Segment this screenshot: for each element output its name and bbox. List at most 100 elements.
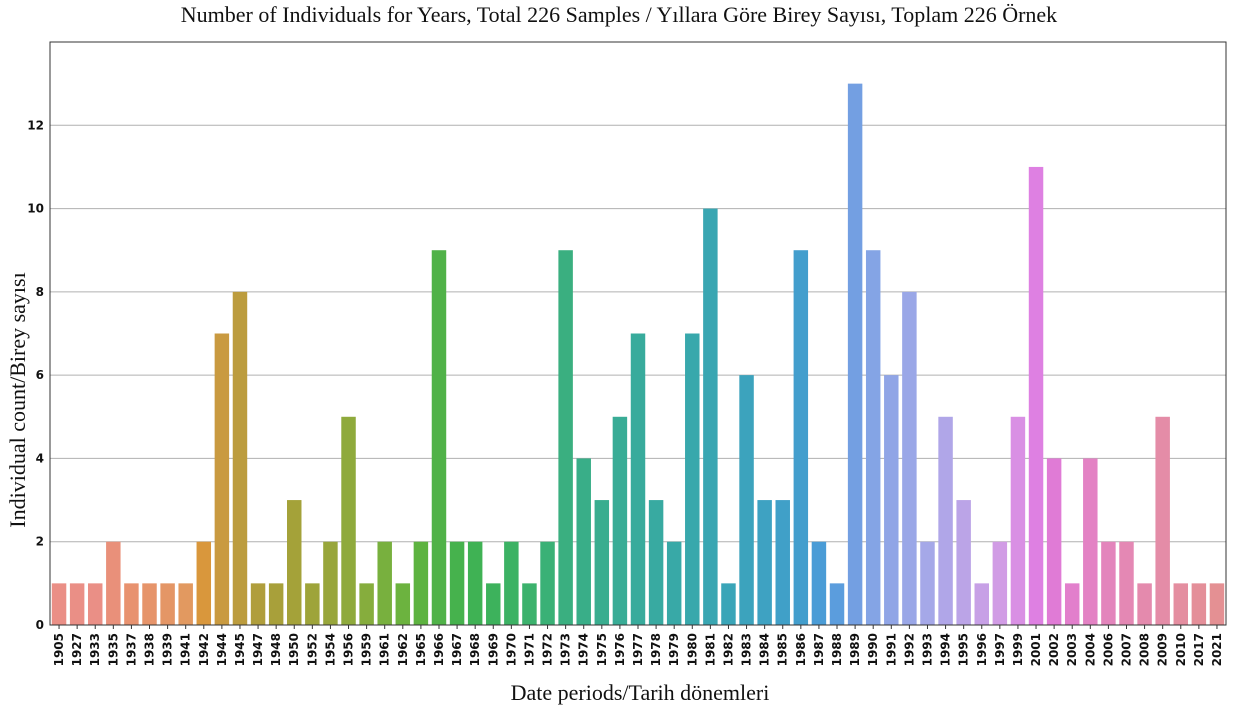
- bar-1982: [721, 583, 736, 625]
- bar-1905: [51, 583, 67, 625]
- bar-1983: [739, 375, 754, 625]
- y-tick-label: 8: [36, 285, 44, 299]
- x-tick-label: 1927: [70, 633, 84, 666]
- bar-1947: [250, 583, 266, 625]
- x-tick-label: 1994: [939, 633, 953, 666]
- x-tick-label: 2021: [1210, 633, 1224, 666]
- x-tick-label: 1952: [305, 633, 319, 666]
- bar-1988: [829, 583, 845, 625]
- x-tick-label: 2003: [1065, 633, 1079, 666]
- x-tick-label: 1979: [667, 633, 681, 666]
- x-tick-label: 1987: [812, 633, 826, 666]
- bar-2004: [1083, 458, 1098, 625]
- x-tick-label: 2017: [1192, 633, 1206, 666]
- x-tick-label: 2006: [1101, 633, 1115, 666]
- bar-2007: [1119, 541, 1134, 625]
- x-tick-label: 1937: [124, 633, 138, 666]
- x-tick-label: 1962: [396, 633, 410, 666]
- x-tick-label: 1947: [251, 633, 265, 666]
- bar-1985: [775, 500, 790, 625]
- bar-1942: [196, 541, 212, 625]
- x-tick-label: 1965: [414, 633, 428, 666]
- bar-1973: [558, 250, 573, 625]
- x-tick-label: 1982: [721, 633, 735, 666]
- bar-2003: [1064, 583, 1080, 625]
- bar-1959: [359, 583, 374, 625]
- bar-2008: [1137, 583, 1152, 625]
- x-tick-label: 2010: [1174, 633, 1188, 666]
- bar-1972: [540, 541, 555, 625]
- y-tick-label: 10: [27, 202, 44, 216]
- x-tick-label: 1991: [884, 633, 898, 666]
- x-tick-label: 1975: [595, 633, 609, 666]
- x-tick-label: 1973: [559, 633, 573, 666]
- x-tick-label: 1988: [830, 633, 844, 666]
- x-tick-label: 1967: [450, 633, 464, 666]
- bar-1952: [305, 583, 320, 625]
- x-tick-label: 1974: [577, 633, 591, 666]
- x-tick-label: 1990: [866, 633, 880, 666]
- x-tick-label: 1942: [197, 633, 211, 666]
- x-tick-label: 1983: [740, 633, 754, 666]
- bar-2017: [1191, 583, 1207, 625]
- x-tick-label: 2004: [1083, 633, 1097, 666]
- chart-title: Number of Individuals for Years, Total 2…: [180, 2, 1058, 27]
- bar-1977: [630, 333, 646, 625]
- bar-1941: [178, 583, 193, 625]
- bar-1945: [232, 291, 248, 625]
- x-tick-label: 1976: [613, 633, 627, 666]
- bar-1966: [431, 250, 447, 625]
- x-tick-label: 1978: [649, 633, 663, 666]
- x-tick-label: 1999: [1011, 633, 1025, 666]
- bar-1933: [87, 583, 103, 625]
- y-ticks: 0 2 4 6 8 10 12: [27, 118, 44, 632]
- x-tick-label: 1997: [993, 633, 1007, 666]
- bar-1962: [395, 583, 411, 625]
- bar-1995: [956, 500, 971, 625]
- bar-1979: [666, 541, 682, 625]
- bar-1978: [648, 500, 664, 625]
- bar-1999: [1010, 416, 1026, 625]
- x-tick-label: 1944: [215, 633, 229, 666]
- bar-1971: [522, 583, 537, 625]
- bar-1994: [938, 416, 953, 625]
- x-tick-label: 1977: [631, 633, 645, 666]
- bar-1986: [793, 250, 809, 625]
- bar-1954: [323, 541, 338, 625]
- x-tick-label: 1956: [342, 633, 356, 666]
- bar-1974: [576, 458, 591, 625]
- x-tick-label: 2002: [1047, 633, 1061, 666]
- x-tick-label: 2008: [1138, 633, 1152, 666]
- x-tick-label: 1941: [179, 633, 193, 666]
- bar-1950: [287, 500, 302, 625]
- bar-2002: [1046, 458, 1062, 625]
- bar-2006: [1101, 541, 1116, 625]
- bar-1975: [594, 500, 610, 625]
- bar-1990: [865, 250, 881, 625]
- bar-1948: [268, 583, 284, 625]
- bars: [51, 83, 1225, 626]
- bar-1996: [974, 583, 989, 625]
- x-tick-label: 2009: [1156, 633, 1170, 666]
- bar-1967: [449, 541, 465, 625]
- x-tick-label: 1989: [848, 633, 862, 666]
- x-tick-label: 1959: [360, 633, 374, 666]
- x-tick-label: 1961: [378, 633, 392, 666]
- x-tick-label: 1993: [920, 633, 934, 666]
- bar-1984: [757, 500, 772, 625]
- x-tick-label: 1985: [776, 633, 790, 666]
- bar-1976: [612, 416, 628, 625]
- bar-1981: [703, 208, 718, 626]
- bar-2021: [1209, 583, 1225, 625]
- x-tick-label: 1938: [143, 633, 157, 666]
- bar-2010: [1173, 583, 1189, 625]
- x-tick-label: 1939: [161, 633, 175, 666]
- bar-1927: [69, 583, 85, 625]
- x-tick-label: 1972: [541, 633, 555, 666]
- bar-1980: [685, 333, 700, 625]
- x-tick-label: 2001: [1029, 633, 1043, 666]
- y-tick-label: 12: [27, 118, 44, 132]
- x-tick-label: 1981: [703, 633, 717, 666]
- bar-1991: [884, 375, 899, 625]
- bar-1987: [811, 541, 827, 625]
